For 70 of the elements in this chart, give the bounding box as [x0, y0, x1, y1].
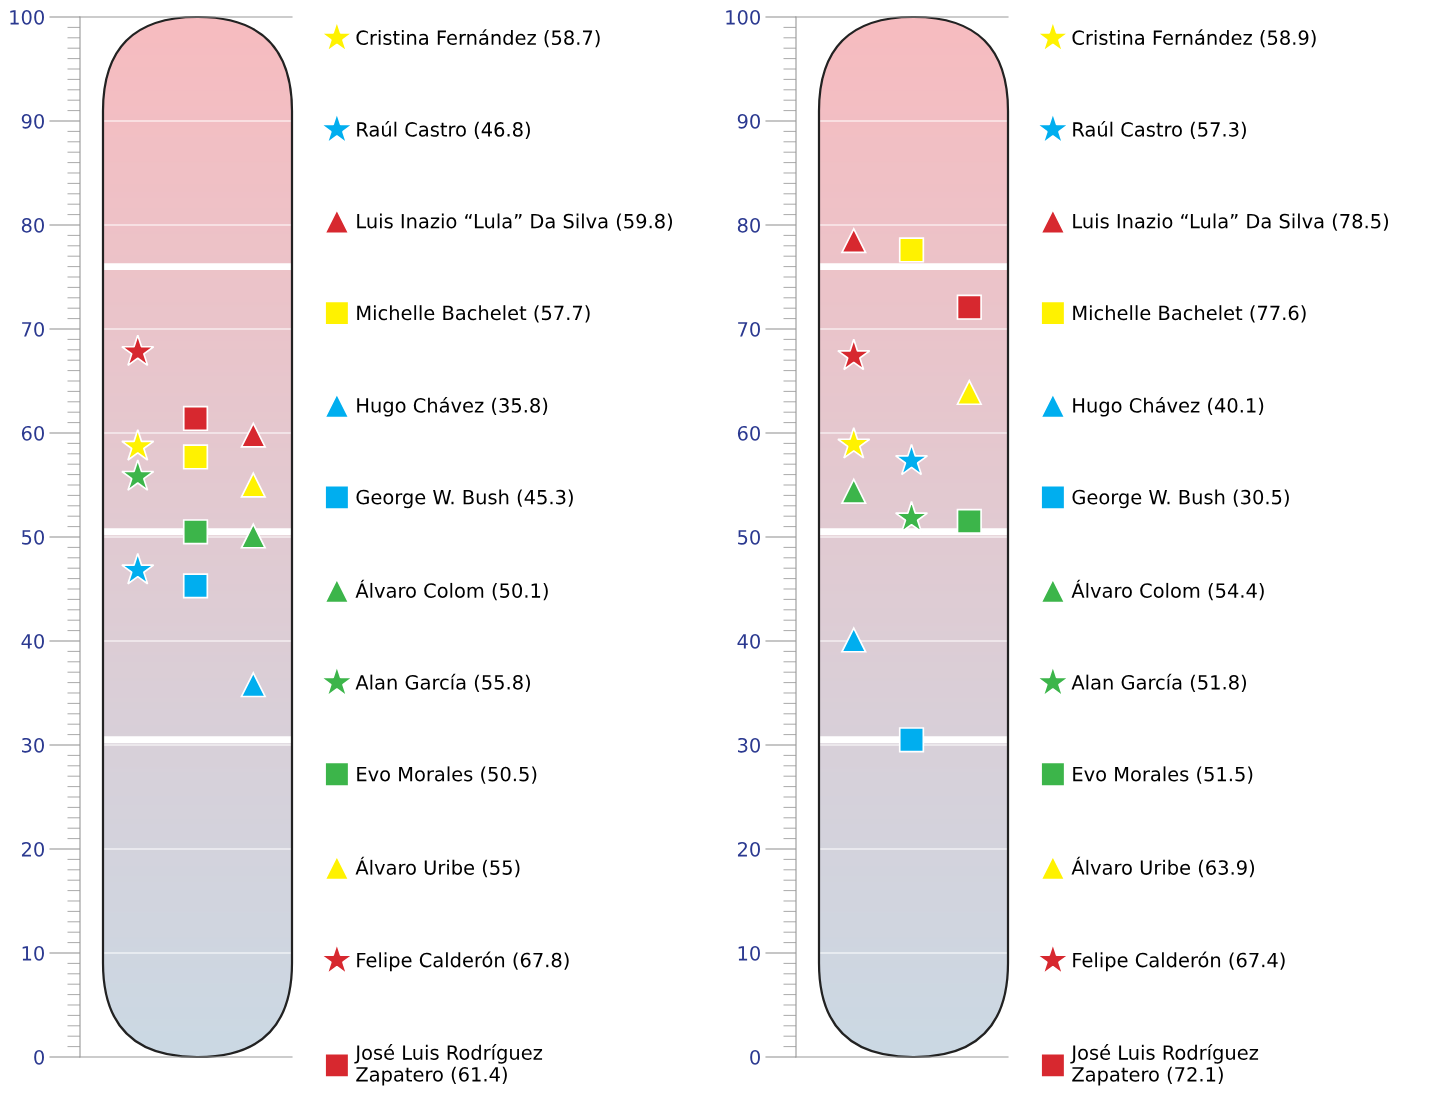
- point: [121, 429, 155, 461]
- point: [894, 500, 929, 533]
- point: [837, 338, 871, 371]
- legend-label: Alan García (55.8): [355, 673, 531, 692]
- point: [240, 523, 266, 549]
- y-tick-label: 40: [21, 633, 44, 649]
- legend-label: Evo Morales (51.5): [1073, 766, 1253, 784]
- y-tick-label: 0: [750, 1049, 760, 1065]
- y-tick-label: 30: [22, 737, 44, 753]
- point: [841, 627, 867, 653]
- legend-label: Evo Morales (50.5): [357, 766, 537, 784]
- point: [956, 508, 982, 535]
- y-tick-label: 80: [737, 217, 760, 233]
- point: [182, 405, 209, 432]
- y-tick-label: 50: [22, 529, 44, 545]
- legend-label: Michelle Bachelet (77.6): [1073, 305, 1306, 323]
- legend-label: Michelle Bachelet (57.7): [357, 305, 590, 323]
- legend-label: José Luis Rodríguez Zapatero (61.4): [354, 1044, 543, 1086]
- point: [182, 444, 209, 470]
- y-tick-label: 70: [22, 321, 44, 337]
- legend-label: Hugo Chávez (40.1): [1073, 396, 1264, 417]
- y-tick-label: 70: [738, 321, 760, 337]
- point: [240, 672, 266, 698]
- point: [121, 459, 155, 491]
- point: [240, 422, 266, 448]
- point: [841, 478, 867, 504]
- y-tick-label: 60: [21, 425, 44, 441]
- y-tick-label: 40: [737, 633, 760, 649]
- y-tick-label: 20: [21, 841, 44, 857]
- y-tick-label: 80: [21, 217, 44, 233]
- legend-label: Cristina Fernández (58.9): [1072, 29, 1316, 48]
- y-tick-label: 60: [737, 425, 760, 441]
- point: [898, 237, 925, 263]
- point: [898, 727, 925, 753]
- y-tick-label: 100: [726, 9, 760, 25]
- legend-label: Felipe Calderón (67.8): [357, 951, 569, 972]
- point: [121, 334, 155, 367]
- y-tick-label: 90: [21, 113, 44, 129]
- y-tick-label: 100: [10, 9, 44, 25]
- y-tick-label: 20: [737, 841, 760, 857]
- legend-label: Álvaro Colom (50.1): [355, 579, 548, 601]
- legend-label: Luis Inazio “Lula” Da Silva (59.8): [357, 213, 673, 231]
- legend-label: George W. Bush (30.5): [1072, 489, 1289, 509]
- point: [182, 573, 209, 599]
- point: [841, 227, 867, 254]
- legend-label: Álvaro Colom (54.4): [1071, 579, 1264, 601]
- point: [956, 294, 982, 320]
- point: [837, 426, 871, 459]
- legend-label: Álvaro Uribe (55): [355, 856, 520, 878]
- point: [894, 443, 929, 476]
- legend-label: Raúl Castro (57.3): [1073, 120, 1246, 140]
- y-tick-label: 90: [737, 113, 760, 129]
- legend-label: George W. Bush (45.3): [356, 489, 573, 509]
- legend-label: Raúl Castro (46.8): [357, 120, 530, 140]
- point: [956, 379, 982, 406]
- legend-label: Luis Inazio “Lula” Da Silva (78.5): [1073, 213, 1389, 231]
- point: [121, 552, 155, 585]
- y-tick-label: 10: [22, 945, 44, 961]
- point: [182, 519, 209, 545]
- legend-label: Alan García (51.8): [1071, 673, 1247, 692]
- y-tick-label: 30: [738, 737, 760, 753]
- y-tick-label: 0: [34, 1049, 44, 1065]
- point: [240, 472, 266, 498]
- legend-label: Hugo Chávez (35.8): [357, 396, 548, 417]
- y-tick-label: 50: [738, 529, 760, 545]
- legend-label: José Luis Rodríguez Zapatero (72.1): [1070, 1044, 1259, 1086]
- legend-label: Felipe Calderón (67.4): [1073, 951, 1285, 972]
- legend-label: Cristina Fernández (58.7): [356, 29, 600, 48]
- y-tick-label: 10: [738, 945, 760, 961]
- legend-label: Álvaro Uribe (63.9): [1071, 856, 1255, 878]
